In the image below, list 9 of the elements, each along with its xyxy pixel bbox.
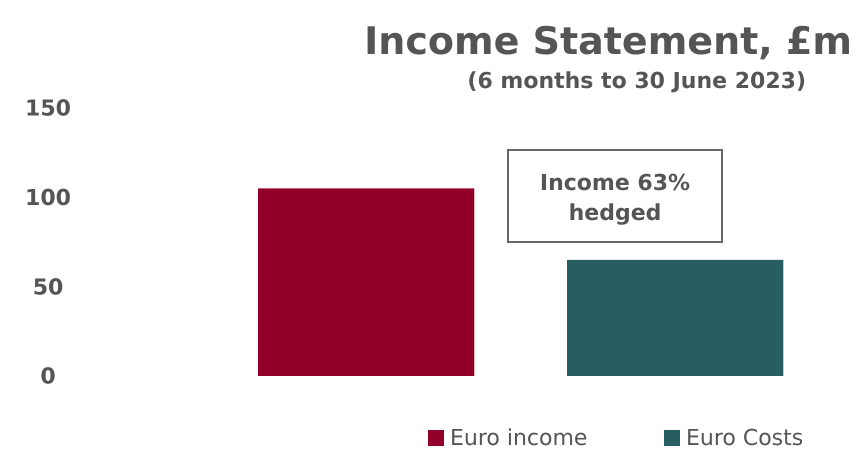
y-tick-label: 150 — [25, 96, 71, 122]
y-tick-label: 0 — [40, 364, 56, 390]
y-tick-label: 50 — [32, 275, 64, 300]
chart-subtitle: (6 months to 30 June 2023) — [467, 69, 806, 94]
y-tick-label: 100 — [25, 186, 71, 212]
legend-label: Euro income — [450, 426, 588, 451]
chart-title: Income Statement, £m — [364, 19, 852, 63]
annotation: Income 63% hedged — [540, 171, 690, 226]
legend-label: Euro Costs — [686, 426, 804, 451]
